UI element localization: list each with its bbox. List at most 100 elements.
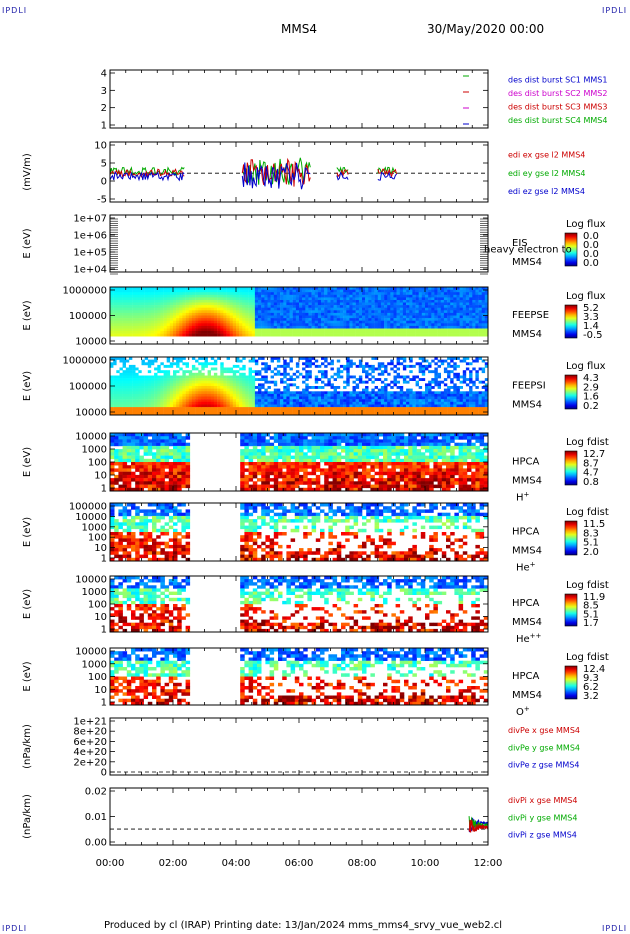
spectrogram-cell (327, 325, 331, 329)
spectrogram-cell (132, 372, 136, 376)
spectrogram-cell (188, 315, 193, 319)
spectrogram-cell (317, 409, 322, 413)
spectrogram-cell (453, 393, 457, 397)
spectrogram-cell (440, 318, 445, 321)
spectrogram-cell (443, 289, 448, 293)
spectrogram-cell (327, 391, 331, 395)
spectrogram-cell (195, 300, 199, 303)
spectrogram-cell (465, 292, 470, 296)
spectrogram-cell (114, 468, 119, 472)
spectrogram-cell (380, 370, 385, 374)
spectrogram-cell (302, 391, 306, 395)
spectrogram-cell (119, 359, 123, 363)
spectrogram-cell (217, 409, 221, 413)
spectrogram-cell (327, 401, 331, 405)
spectrogram-cell (396, 310, 400, 314)
spectrogram-cell (390, 396, 394, 400)
spectrogram-cell (465, 412, 470, 416)
spectrogram-cell (440, 325, 445, 329)
spectrogram-cell (462, 292, 467, 296)
spectrogram-cell (374, 399, 378, 403)
spectrogram-cell (481, 359, 486, 363)
spectrogram-cell (377, 302, 382, 306)
spectrogram-cell (245, 323, 249, 327)
spectrogram-cell (143, 484, 149, 489)
spectrogram-cell (440, 289, 445, 293)
spectrogram-cell (283, 393, 287, 397)
spectrogram-cell (195, 409, 199, 413)
spectrogram-cell (276, 357, 281, 360)
spectrogram-cell (164, 487, 170, 492)
spectrogram-cell (292, 383, 297, 387)
spectrogram-cell (365, 393, 369, 397)
spectrogram-cell (176, 362, 180, 366)
spectrogram-cell (283, 289, 287, 293)
spectrogram-cell (384, 409, 388, 413)
spectrogram-cell (144, 300, 149, 303)
spectrogram-cell (116, 315, 120, 319)
spectrogram-cell (349, 307, 353, 311)
spectrogram-cell (198, 289, 202, 293)
spectrogram-cell (292, 407, 297, 410)
spectrogram-cell (245, 318, 249, 321)
spectrogram-cell (157, 331, 161, 334)
spectrogram-cell (156, 445, 161, 450)
spectrogram-cell (428, 412, 432, 416)
spectrogram-cell (321, 393, 325, 397)
spectrogram-cell (431, 305, 435, 308)
spectrogram-cell (295, 396, 300, 400)
spectrogram-cell (415, 396, 419, 400)
spectrogram-cell (188, 294, 193, 298)
spectrogram-cell (210, 391, 215, 395)
spectrogram-cell (387, 302, 391, 306)
spectrogram-cell (156, 465, 161, 469)
spectrogram-cell (475, 372, 479, 376)
spectrogram-cell (380, 318, 385, 321)
spectrogram-cell (264, 312, 268, 316)
spectrogram-cell (139, 442, 144, 447)
spectrogram-cell (150, 294, 155, 298)
spectrogram-cell (229, 367, 234, 371)
spectrogram-cell (409, 305, 413, 308)
spectrogram-cell (484, 312, 489, 316)
spectrogram-cell (154, 404, 158, 408)
spectrogram-cell (333, 297, 337, 301)
spectrogram-cell (393, 294, 397, 298)
spectrogram-cell (321, 375, 325, 379)
spectrogram-cell (443, 310, 448, 314)
spectrogram-cell (270, 305, 274, 308)
spectrogram-cell (462, 287, 467, 290)
spectrogram-cell (346, 312, 350, 316)
spectrogram-cell (114, 449, 119, 453)
spectrogram-cell (472, 307, 476, 311)
spectrogram-cell (141, 331, 145, 334)
spectrogram-cell (415, 307, 419, 311)
spectrogram-cell (314, 409, 319, 413)
spectrogram-cell (478, 380, 482, 384)
spectrogram-cell (462, 404, 467, 408)
y-tick-label: 5 (101, 159, 107, 170)
spectrogram-cell (270, 302, 274, 306)
spectrogram-cell (229, 399, 234, 403)
spectrogram-cell (191, 294, 196, 298)
spectrogram-cell (295, 287, 300, 290)
spectrogram-cell (188, 300, 193, 303)
spectrogram-cell (283, 292, 287, 296)
spectrogram-cell (399, 287, 404, 290)
spectrogram-cell (305, 383, 309, 387)
spectrogram-cell (371, 323, 375, 327)
spectrogram-cell (355, 393, 360, 397)
spectrogram-cell (264, 393, 268, 397)
spectrogram-cell (135, 412, 139, 416)
spectrogram-cell (164, 442, 170, 447)
spectrogram-cell (195, 315, 199, 319)
spectrogram-cell (462, 378, 467, 381)
spectrogram-cell (459, 297, 463, 301)
spectrogram-cell (182, 399, 186, 403)
spectrogram-cell (409, 378, 413, 381)
spectrogram-cell (232, 391, 237, 395)
spectrogram-cell (453, 307, 457, 311)
spectrogram-cell (418, 310, 423, 314)
spectrogram-cell (396, 401, 400, 405)
spectrogram-cell (254, 323, 259, 327)
